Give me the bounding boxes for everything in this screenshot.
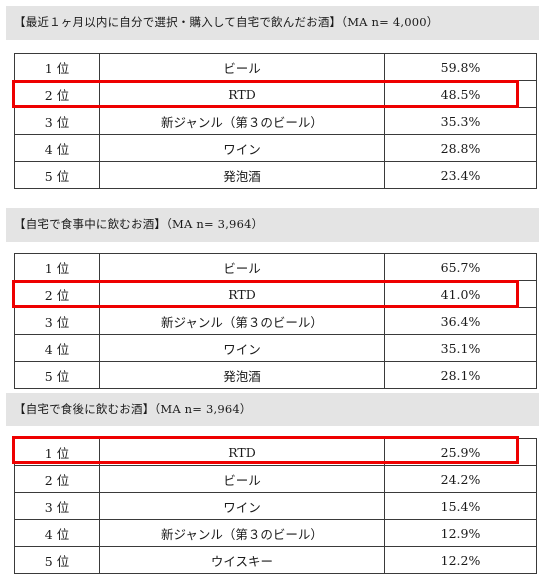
section-title: 【自宅で食後に飲むお酒】（MA n= 3,964） (6, 393, 539, 426)
drink-name-cell: 新ジャンル（第３のビール） (99, 307, 385, 335)
percentage-cell: 35.3% (384, 107, 537, 135)
drink-name-cell: ビール (99, 253, 385, 281)
rank-cell: 4 位 (14, 519, 100, 547)
percentage-cell: 28.1% (384, 361, 537, 389)
table-row: 3 位 新ジャンル（第３のビール） 36.4% (14, 307, 537, 335)
drink-name-cell: ワイン (99, 492, 385, 520)
percentage-cell: 24.2% (384, 465, 537, 493)
rank-cell: 3 位 (14, 492, 100, 520)
percentage-cell: 15.4% (384, 492, 537, 520)
drink-name-cell: RTD (99, 438, 385, 466)
table-row: 4 位 ワイン 28.8% (14, 134, 537, 162)
drink-name-cell: ビール (99, 53, 385, 81)
rank-cell: 4 位 (14, 134, 100, 162)
ranking-section-with-meal: 【自宅で食事中に飲むお酒】（MA n= 3,964） 1 位 ビール 65.7%… (6, 208, 539, 392)
ranking-section-home-purchase: 【最近１ヶ月以内に自分で選択・購入して自宅で飲んだお酒】（MA n= 4,000… (6, 6, 539, 190)
table-row: 4 位 新ジャンル（第３のビール） 12.9% (14, 519, 537, 547)
rank-cell: 4 位 (14, 334, 100, 362)
rank-cell: 5 位 (14, 161, 100, 189)
drink-name-cell: ワイン (99, 134, 385, 162)
rank-cell: 2 位 (14, 80, 100, 108)
drink-name-cell: RTD (99, 80, 385, 108)
percentage-cell: 36.4% (384, 307, 537, 335)
drink-name-cell: ワイン (99, 334, 385, 362)
drink-name-cell: 発泡酒 (99, 361, 385, 389)
drink-name-cell: ビール (99, 465, 385, 493)
table-row: 5 位 発泡酒 28.1% (14, 361, 537, 389)
percentage-cell: 48.5% (384, 80, 537, 108)
percentage-cell: 35.1% (384, 334, 537, 362)
table-row: 4 位 ワイン 35.1% (14, 334, 537, 362)
percentage-cell: 41.0% (384, 280, 537, 308)
ranking-section-after-meal: 【自宅で食後に飲むお酒】（MA n= 3,964） 1 位 RTD 25.9% … (6, 393, 539, 583)
table-row: 2 位 RTD 41.0% (14, 280, 537, 308)
section-title: 【自宅で食事中に飲むお酒】（MA n= 3,964） (6, 208, 539, 242)
ranking-table: 1 位 ビール 59.8% 2 位 RTD 48.5% 3 位 新ジャンル（第３… (14, 53, 537, 189)
percentage-cell: 59.8% (384, 53, 537, 81)
ranking-table: 1 位 ビール 65.7% 2 位 RTD 41.0% 3 位 新ジャンル（第３… (14, 253, 537, 389)
percentage-cell: 12.9% (384, 519, 537, 547)
drink-name-cell: 発泡酒 (99, 161, 385, 189)
table-row: 1 位 ビール 59.8% (14, 53, 537, 81)
rank-cell: 3 位 (14, 307, 100, 335)
section-title: 【最近１ヶ月以内に自分で選択・購入して自宅で飲んだお酒】（MA n= 4,000… (6, 6, 539, 40)
drink-name-cell: 新ジャンル（第３のビール） (99, 107, 385, 135)
percentage-cell: 28.8% (384, 134, 537, 162)
rank-cell: 5 位 (14, 546, 100, 574)
percentage-cell: 65.7% (384, 253, 537, 281)
rank-cell: 2 位 (14, 280, 100, 308)
rank-cell: 1 位 (14, 253, 100, 281)
table-row: 5 位 発泡酒 23.4% (14, 161, 537, 189)
ranking-table: 1 位 RTD 25.9% 2 位 ビール 24.2% 3 位 ワイン 15.4… (14, 438, 537, 574)
drink-name-cell: RTD (99, 280, 385, 308)
drink-name-cell: ウイスキー (99, 546, 385, 574)
table-row: 3 位 ワイン 15.4% (14, 492, 537, 520)
table-row: 5 位 ウイスキー 12.2% (14, 546, 537, 574)
table-row: 2 位 RTD 48.5% (14, 80, 537, 108)
table-row: 1 位 ビール 65.7% (14, 253, 537, 281)
rank-cell: 2 位 (14, 465, 100, 493)
rank-cell: 1 位 (14, 53, 100, 81)
rank-cell: 5 位 (14, 361, 100, 389)
rank-cell: 3 位 (14, 107, 100, 135)
table-row: 3 位 新ジャンル（第３のビール） 35.3% (14, 107, 537, 135)
table-row: 1 位 RTD 25.9% (14, 438, 537, 466)
percentage-cell: 25.9% (384, 438, 537, 466)
percentage-cell: 23.4% (384, 161, 537, 189)
rank-cell: 1 位 (14, 438, 100, 466)
percentage-cell: 12.2% (384, 546, 537, 574)
drink-name-cell: 新ジャンル（第３のビール） (99, 519, 385, 547)
table-row: 2 位 ビール 24.2% (14, 465, 537, 493)
